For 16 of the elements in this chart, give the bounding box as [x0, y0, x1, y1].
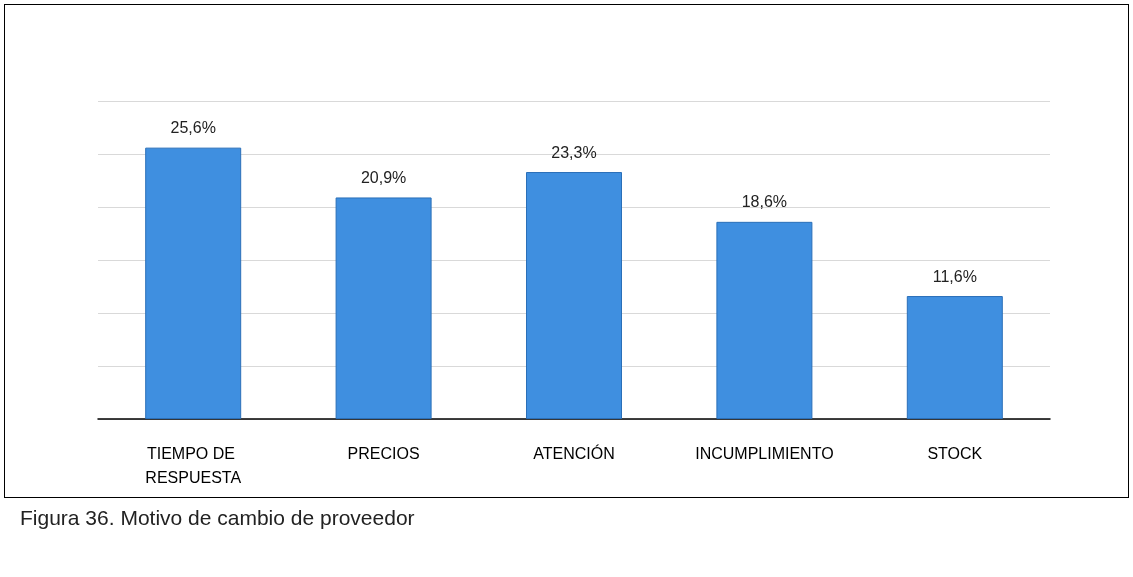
- x-tick-label: ATENCIÓN: [533, 443, 615, 462]
- bar: [526, 172, 622, 419]
- data-label: 11,6%: [932, 267, 977, 285]
- x-tick-label: STOCK: [927, 444, 983, 462]
- x-tick-label: PRECIOS: [347, 444, 420, 462]
- data-label: 23,3%: [551, 143, 597, 161]
- text: Figura 36. Motivo de cambio de proveedor: [20, 506, 415, 530]
- bar: [145, 147, 242, 419]
- x-tick-label: TIEMPO DE RESPUESTA: [145, 444, 242, 486]
- data-label: 18,6%: [741, 193, 788, 211]
- bar: [335, 197, 432, 419]
- bar: [716, 221, 813, 419]
- bar: [906, 296, 1003, 419]
- data-label: 25,6%: [170, 119, 216, 137]
- x-tick-label: INCUMPLIMIENTO: [695, 444, 834, 462]
- data-label: 20,9%: [360, 168, 407, 186]
